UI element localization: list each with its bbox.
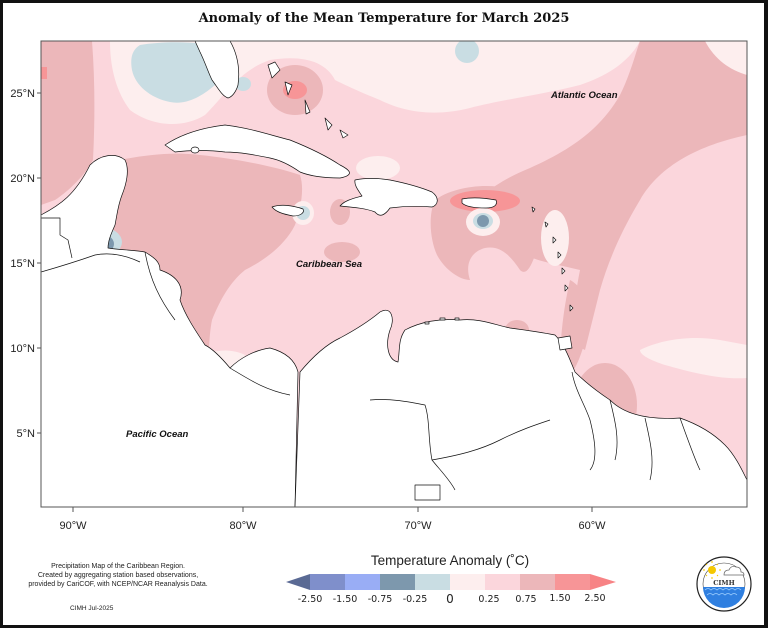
anomaly-zone-light [370, 59, 430, 87]
anomaly-zone-north-light [110, 41, 640, 125]
land-trinidad [557, 335, 573, 351]
lat-ticks [37, 92, 41, 434]
landmasses [41, 41, 747, 507]
land-border-guatemala [41, 217, 141, 273]
credit-line: provided by CariCOF, with NCEP/NCAR Rean… [28, 581, 208, 588]
logo-sun-icon [708, 566, 716, 574]
anomaly-zone-cool [235, 77, 251, 91]
anomaly-zone-cool [455, 41, 479, 63]
lat-label: 15°N [10, 258, 35, 270]
map-title: Anomaly of the Mean Temperature for Marc… [198, 11, 570, 26]
credit-line: Precipitation Map of the Caribbean Regio… [51, 563, 185, 570]
land-borders [144, 251, 701, 501]
logo-text: CIMH [713, 579, 735, 587]
anomaly-zone-northeast-light [705, 41, 747, 75]
colorbar-label: 0 [446, 592, 454, 606]
lon-ticks [72, 507, 593, 512]
colorbar-label: 0.25 [478, 594, 499, 605]
land-jamaica [271, 204, 304, 217]
land-florida [194, 41, 240, 99]
colorbar-swatch [485, 574, 520, 590]
colorbar-min-arrow [286, 574, 310, 590]
logo-waves [704, 588, 742, 596]
colorbar [286, 574, 616, 590]
land-abc-islands [424, 317, 460, 325]
anomaly-zone-light [356, 156, 400, 180]
lat-label: 5°N [17, 428, 36, 440]
lat-label: 10°N [10, 343, 35, 355]
logo-sun-rays [703, 561, 721, 579]
lat-label: 25°N [10, 88, 35, 100]
land-isle-of-youth [190, 146, 200, 154]
colorbar-label: 0.75 [515, 594, 536, 605]
logo-cloud-icon [723, 566, 745, 576]
colorbar-swatch [380, 574, 415, 590]
land-bahamas [267, 61, 349, 139]
lat-label: 20°N [10, 173, 35, 185]
colorbar-swatch [345, 574, 380, 590]
map-border [40, 40, 748, 508]
lon-label: 60°W [578, 520, 606, 532]
label-pacific-ocean: Pacific Ocean [126, 429, 189, 440]
colorbar-swatch [310, 574, 345, 590]
land-lesser-antilles [531, 206, 574, 312]
label-caribbean-sea: Caribbean Sea [296, 259, 362, 270]
logo-ocean [703, 587, 745, 608]
anomaly-zone-west-caribbean-warm [95, 153, 303, 370]
lon-label: 80°W [229, 520, 257, 532]
label-atlantic-ocean: Atlantic Ocean [550, 90, 618, 101]
lon-label: 70°W [404, 520, 432, 532]
colorbar-swatch [415, 574, 450, 590]
land-hispaniola [339, 178, 438, 216]
colorbar-label: 1.50 [549, 593, 570, 604]
credit-text: Precipitation Map of the Caribbean Regio… [8, 562, 228, 589]
colorbar-title: Temperature Anomaly (˚C) [370, 553, 530, 568]
anomaly-zone-atlantic-warm [470, 41, 747, 350]
land-cuba [164, 124, 350, 179]
anomaly-patch [324, 242, 360, 262]
lon-label: 90°W [59, 520, 87, 532]
anomaly-field: Atlantic Ocean Caribbean Sea Pacific Oce… [41, 41, 747, 507]
colorbar-max-arrow [590, 574, 616, 590]
credit-line: Created by aggregating station based obs… [37, 572, 199, 579]
anomaly-patch-hot [41, 67, 47, 79]
colorbar-swatch [520, 574, 555, 590]
anomaly-zone-east-light [640, 338, 747, 379]
anomaly-zone-gulf-warm [41, 41, 95, 205]
colorbar-swatch [450, 574, 485, 590]
colorbar-label: -0.75 [368, 594, 393, 605]
colorbar-label: -2.50 [298, 594, 323, 605]
colorbar-label: 2.50 [584, 593, 605, 604]
anomaly-zone-pr-cold [477, 215, 489, 227]
cimh-logo: CIMH [696, 556, 752, 612]
credit-date: CIMH Jul-2025 [70, 605, 114, 612]
colorbar-label: -0.25 [403, 594, 428, 605]
anomaly-zone-light [541, 210, 569, 266]
colorbar-swatch [555, 574, 590, 590]
land-puerto-rico [461, 197, 497, 209]
colorbar-label: -1.50 [333, 594, 358, 605]
